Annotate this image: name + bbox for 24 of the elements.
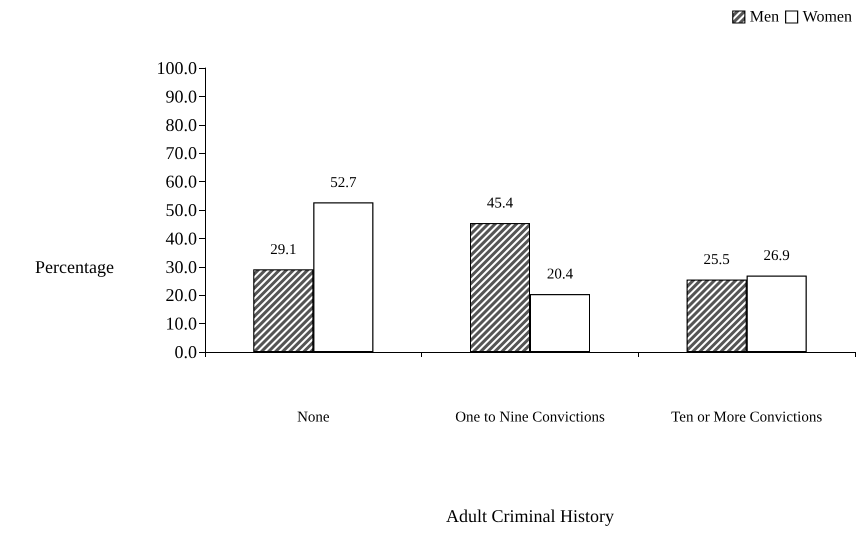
x-axis-title: Adult Criminal History bbox=[446, 506, 614, 526]
y-tick-label: 70.0 bbox=[166, 143, 197, 164]
data-label: 25.5 bbox=[704, 252, 730, 268]
data-label: 45.4 bbox=[486, 196, 514, 212]
y-tick-label: 60.0 bbox=[166, 172, 197, 192]
y-tick-label: 90.0 bbox=[166, 86, 197, 106]
data-label: 29.1 bbox=[270, 242, 296, 258]
y-tick-label: 40.0 bbox=[166, 228, 197, 248]
y-tick-label: 20.0 bbox=[166, 285, 197, 306]
y-tick-label: 30.0 bbox=[166, 256, 197, 277]
y-tick-label: 10.0 bbox=[166, 314, 197, 334]
y-tick-label: 80.0 bbox=[166, 114, 197, 135]
y-tick-label: 100.0 bbox=[156, 58, 197, 78]
y-axis-title: Percentage bbox=[35, 257, 114, 277]
x-tick-label: Ten or More Convictions bbox=[671, 410, 822, 426]
data-label: 26.9 bbox=[764, 248, 790, 264]
x-tick-label: One to Nine Convictions bbox=[455, 410, 605, 426]
legend-label: Women bbox=[802, 8, 852, 26]
legend-label: Men bbox=[750, 8, 780, 26]
x-tick-label: None bbox=[297, 410, 330, 426]
y-tick-label: 50.0 bbox=[166, 200, 197, 220]
y-tick-label: 0.0 bbox=[174, 342, 197, 362]
data-label: 20.4 bbox=[546, 266, 574, 283]
data-label: 52.7 bbox=[330, 174, 357, 191]
